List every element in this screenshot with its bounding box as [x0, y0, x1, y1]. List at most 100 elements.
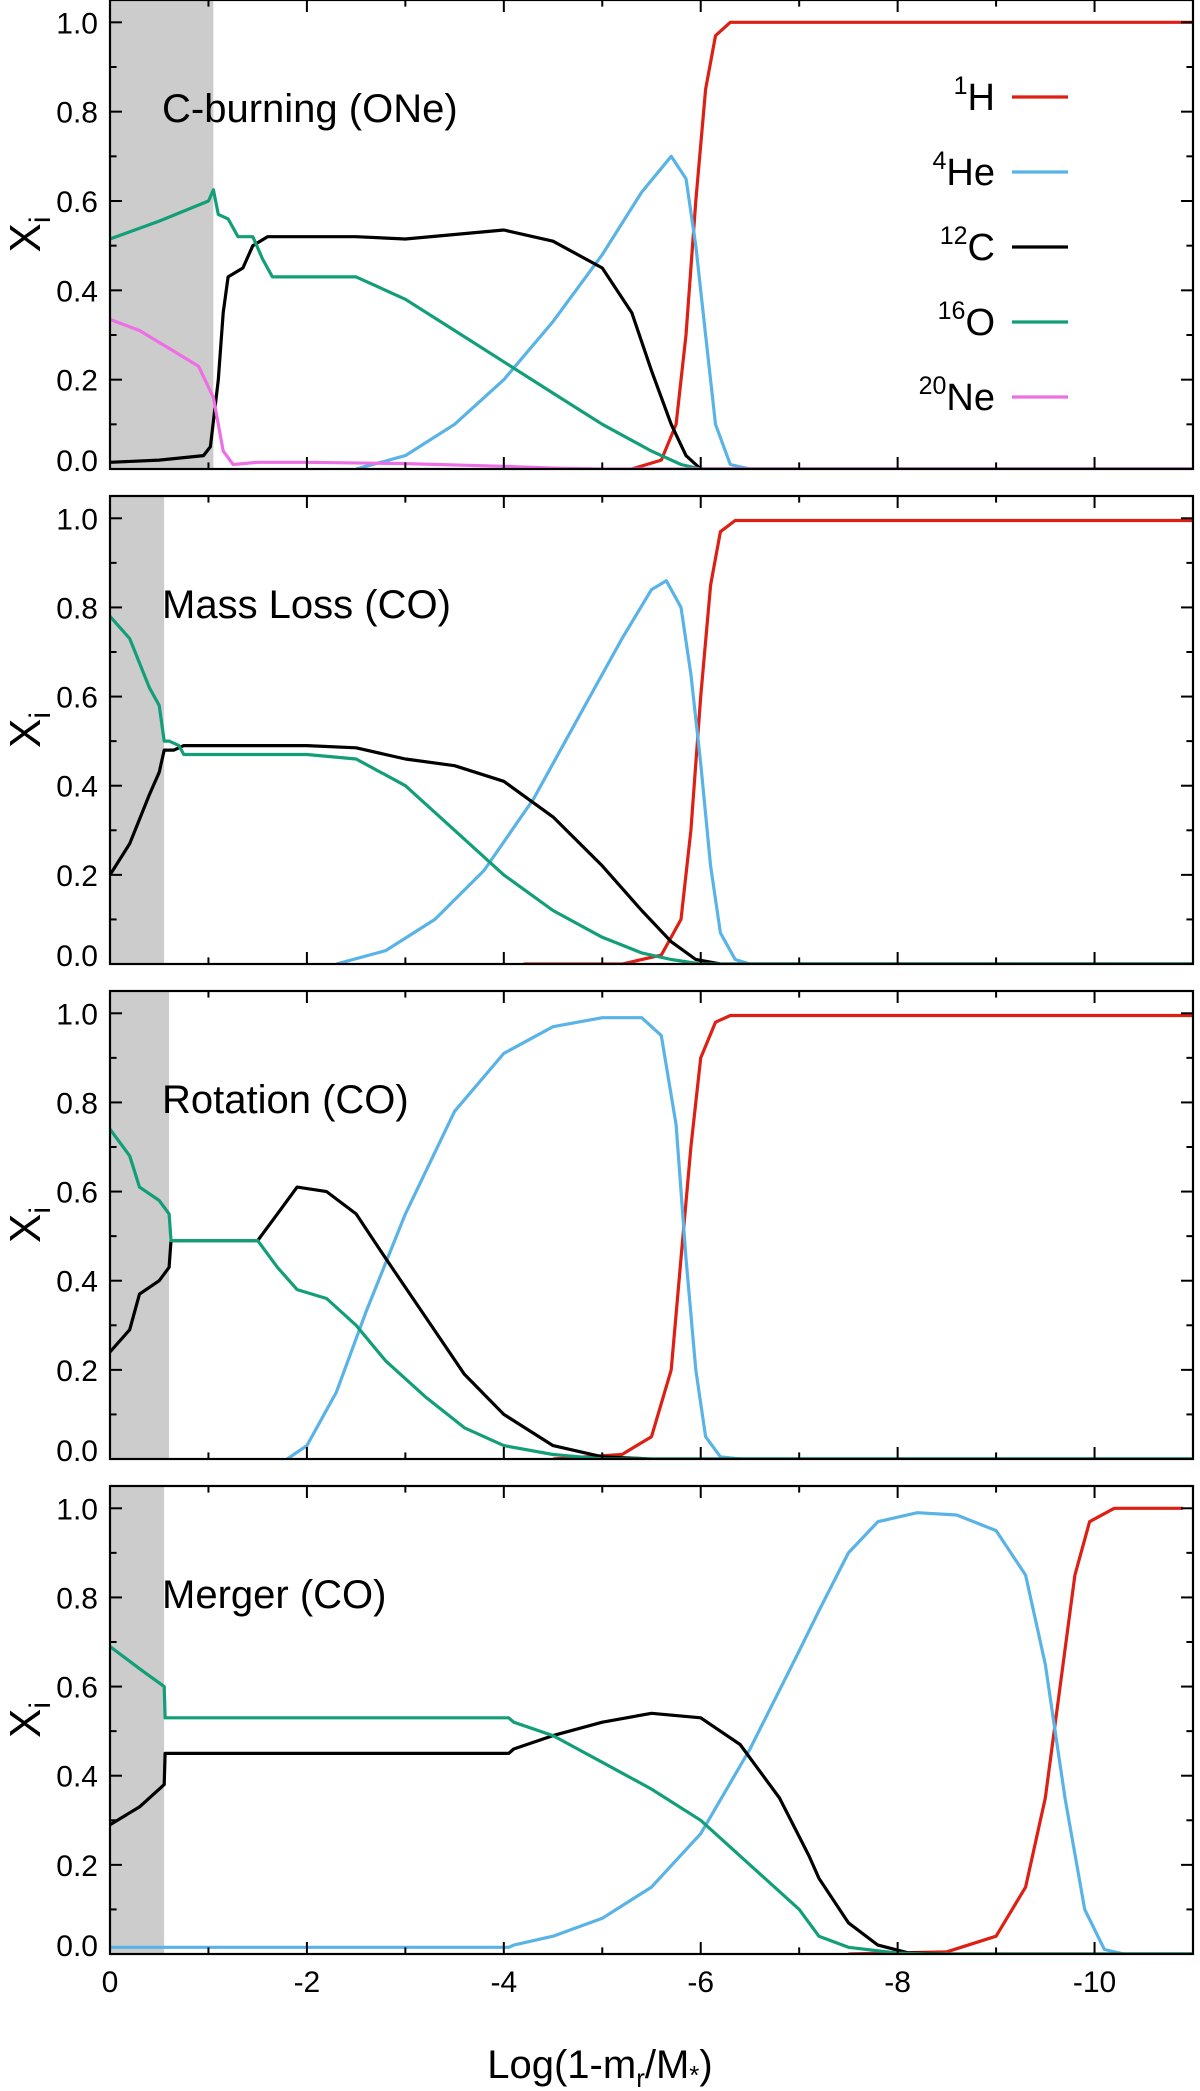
legend-element: C: [968, 227, 995, 269]
x-axis-label-star: *: [689, 2060, 699, 2090]
series-line-h1: [631, 20, 1193, 469]
legend-mass-number: 4: [933, 147, 947, 175]
y-tick-label: 1.0: [56, 998, 98, 1031]
series-line-h1: [523, 518, 1193, 964]
legend-label-he4: 4He: [933, 147, 995, 194]
y-axis-label-main: X: [1, 223, 50, 252]
series-line-he4: [355, 154, 1193, 469]
legend-mass-number: 1: [954, 72, 968, 100]
y-tick-label: 0.8: [56, 97, 98, 130]
y-axis-label: Xi: [1, 712, 57, 748]
y-axis-label-main: X: [1, 1214, 50, 1243]
legend-label-c12: 12C: [940, 222, 995, 269]
shaded-core-region: [110, 0, 214, 469]
series-line-he4: [286, 1016, 1193, 1459]
x-tick-label: 0: [102, 1966, 119, 1999]
y-tick-label: 0.8: [56, 1582, 98, 1615]
plot-frame: [108, 494, 1195, 966]
y-axis-label-subscript: i: [24, 1702, 57, 1709]
shaded-core-region: [110, 496, 165, 964]
panel-4: 0.0 0.2 0.4 0.6 0.8 1.0 0 -2 -4 -6 -8 -10 Xi Merger (…: [1, 1484, 1195, 1999]
series-line-c12: [110, 1711, 1193, 1954]
legend-mass-number: 16: [938, 297, 966, 325]
panel-2: 0.0 0.2 0.4 0.6 0.8 1.0 Xi Mass Loss (CO): [1, 494, 1195, 973]
y-axis-label: Xi: [1, 1207, 57, 1243]
legend-element: O: [965, 302, 995, 344]
y-tick-label: 0.2: [56, 1355, 98, 1388]
y-tick-label: 0.2: [56, 1850, 98, 1883]
legend-label-ne20: 20Ne: [919, 372, 995, 419]
legend-mass-number: 12: [940, 222, 968, 250]
y-axis-label-main: X: [1, 719, 50, 748]
x-axis-label-tail: /M: [645, 2043, 689, 2087]
x-tick-label: -2: [294, 1966, 321, 1999]
panel-title: Rotation (CO): [162, 1078, 409, 1122]
y-axis-label-main: X: [1, 1709, 50, 1738]
panel-title: Merger (CO): [162, 1573, 386, 1617]
series-line-c12: [110, 744, 1193, 964]
y-tick-label: 0.4: [56, 275, 98, 308]
y-tick-label: 0.8: [56, 592, 98, 625]
series-line-ne20: [110, 317, 1193, 469]
series-group: [110, 20, 1193, 469]
y-tick-label: 0.0: [56, 1435, 98, 1468]
y-tick-label: 0.4: [56, 1761, 98, 1794]
plot-frame: [108, 989, 1195, 1461]
y-tick-label: 0.6: [56, 1177, 98, 1210]
y-tick-label: 0.6: [56, 186, 98, 219]
series-line-o16: [110, 1645, 1193, 1954]
y-tick-label: 0.0: [56, 940, 98, 973]
x-axis-label-subscript: r: [636, 2063, 645, 2091]
panel-3: 0.0 0.2 0.4 0.6 0.8 1.0 Xi Rotation (CO): [1, 989, 1195, 1468]
y-tick-label: 0.0: [56, 445, 98, 478]
legend-label-h1: 1H: [954, 72, 995, 119]
plot-frame: [108, 0, 1195, 471]
x-tick-label: -4: [490, 1966, 517, 1999]
y-tick-label: 0.6: [56, 1672, 98, 1705]
plot-frame: [108, 1484, 1195, 1956]
y-tick-label: 0.2: [56, 860, 98, 893]
series-line-h1: [848, 1506, 1184, 1954]
y-axis-label-subscript: i: [24, 1207, 57, 1214]
legend-mass-number: 20: [919, 372, 947, 400]
shaded-core-region: [110, 1486, 165, 1954]
y-tick-label: 0.4: [56, 771, 98, 804]
series-line-he4: [110, 1511, 1193, 1954]
legend-element: He: [946, 152, 995, 194]
x-axis-label-main: Log(1-m: [487, 2043, 636, 2087]
x-tick-label: -10: [1073, 1966, 1116, 1999]
y-axis-label: Xi: [1, 216, 57, 252]
series-group: [110, 1013, 1193, 1459]
series-line-c12: [110, 228, 1193, 469]
y-tick-label: 1.0: [56, 503, 98, 536]
legend-label-o16: 16O: [938, 297, 995, 344]
y-tick-label: 0.4: [56, 1266, 98, 1299]
panel-title: Mass Loss (CO): [162, 583, 451, 627]
series-group: [110, 1506, 1193, 1954]
series-line-o16: [110, 1128, 1193, 1459]
y-axis-label-subscript: i: [24, 216, 57, 223]
y-tick-label: 1.0: [56, 1493, 98, 1526]
panel-1: 0.0 0.2 0.4 0.6 0.8 1.0 Xi C-burning (ONe): [1, 0, 1195, 478]
legend-element: H: [968, 77, 995, 119]
y-tick-label: 0.2: [56, 365, 98, 398]
y-axis-label-subscript: i: [24, 712, 57, 719]
y-axis-label: Xi: [1, 1702, 57, 1738]
shaded-core-region: [110, 991, 170, 1459]
series-line-h1: [552, 1013, 1193, 1459]
y-tick-label: 1.0: [56, 7, 98, 40]
series-line-he4: [335, 579, 1193, 964]
panel-title: C-burning (ONe): [162, 87, 458, 131]
legend-element: Ne: [946, 377, 995, 419]
x-tick-label: -6: [687, 1966, 714, 1999]
y-tick-label: 0.8: [56, 1087, 98, 1120]
x-axis-label-close: ): [699, 2043, 712, 2087]
y-tick-label: 0.6: [56, 682, 98, 715]
y-tick-label: 0.0: [56, 1930, 98, 1963]
series-line-o16: [110, 615, 1193, 964]
series-group: [110, 518, 1193, 964]
series-line-c12: [110, 1185, 1193, 1459]
